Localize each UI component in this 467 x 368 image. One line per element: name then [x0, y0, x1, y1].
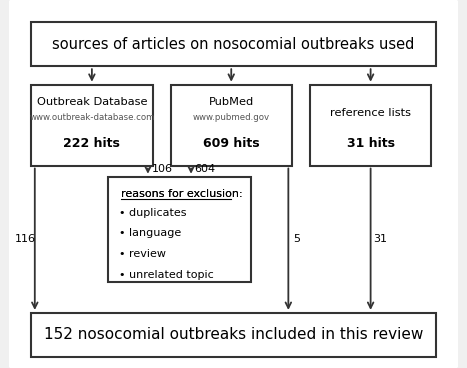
Bar [170, 85, 292, 166]
Bar [310, 85, 432, 166]
Text: reasons for exclusion:: reasons for exclusion: [121, 189, 243, 199]
Text: 5: 5 [293, 234, 300, 244]
Text: 222 hits: 222 hits [64, 137, 120, 150]
Text: • duplicates: • duplicates [119, 208, 186, 218]
Text: • review: • review [119, 249, 166, 259]
Text: 152 nosocomial outbreaks included in this review: 152 nosocomial outbreaks included in thi… [44, 328, 423, 342]
Text: 116: 116 [14, 234, 35, 244]
Bar [31, 22, 436, 66]
Text: • language: • language [119, 228, 181, 238]
Text: 604: 604 [195, 164, 216, 174]
Bar [31, 313, 436, 357]
Text: www.pubmed.gov: www.pubmed.gov [193, 113, 270, 121]
Text: 609 hits: 609 hits [203, 137, 260, 150]
Bar [31, 85, 153, 166]
FancyBboxPatch shape [7, 0, 460, 368]
Text: 106: 106 [151, 164, 172, 174]
Text: reference lists: reference lists [330, 108, 411, 118]
Text: 31 hits: 31 hits [347, 137, 395, 150]
Text: 31: 31 [374, 234, 388, 244]
Text: sources of articles on nosocomial outbreaks used: sources of articles on nosocomial outbre… [52, 37, 415, 52]
Text: www.outbreak-database.com: www.outbreak-database.com [29, 113, 155, 121]
Text: reasons for exclusion:: reasons for exclusion: [121, 189, 243, 199]
Text: Outbreak Database: Outbreak Database [36, 97, 147, 107]
Bar [107, 177, 252, 282]
Text: • unrelated topic: • unrelated topic [119, 269, 213, 280]
Text: PubMed: PubMed [209, 97, 254, 107]
